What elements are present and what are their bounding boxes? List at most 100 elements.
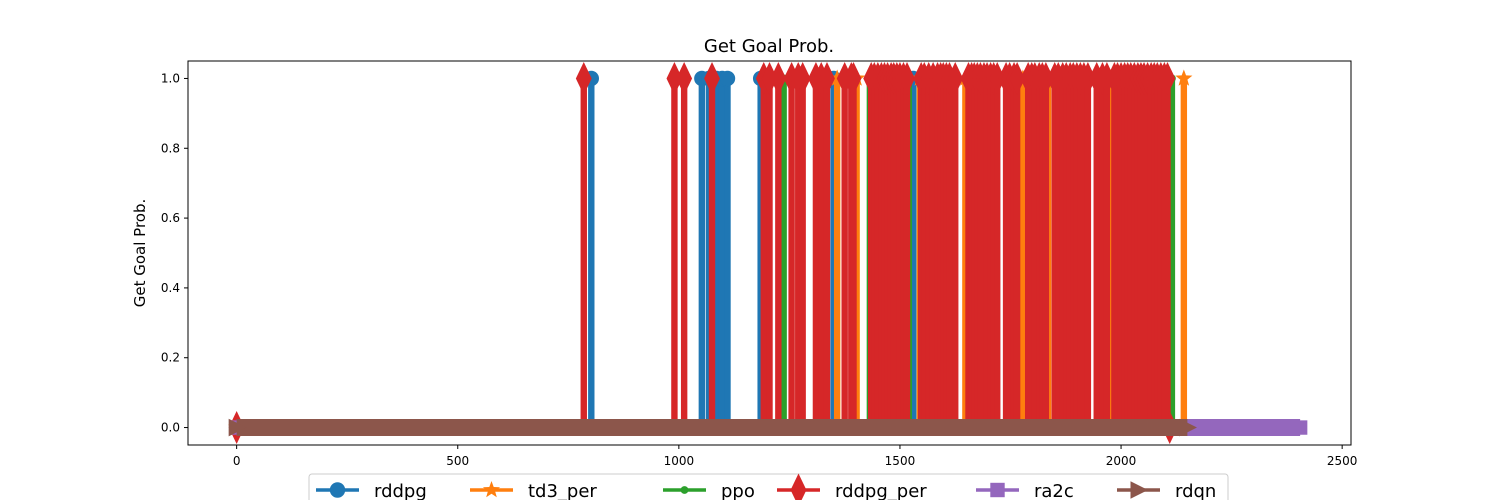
y-tick-label: 0.8 xyxy=(161,141,180,155)
success-spike xyxy=(680,76,688,428)
success-spike xyxy=(833,76,841,428)
success-marker xyxy=(845,61,862,95)
end-marker xyxy=(1292,420,1308,435)
success-spike xyxy=(946,76,953,428)
legend-label: ra2c xyxy=(1034,481,1074,500)
success-spike xyxy=(1055,76,1062,428)
legend-marker xyxy=(790,473,807,500)
success-spike xyxy=(1019,76,1027,428)
success-marker xyxy=(761,61,778,95)
y-tick-label: 1.0 xyxy=(161,71,180,85)
success-spike xyxy=(708,76,716,428)
success-spike xyxy=(766,76,773,428)
success-spike xyxy=(1099,76,1106,428)
x-tick-label: 500 xyxy=(446,454,469,468)
success-spike xyxy=(921,76,928,428)
success-marker xyxy=(719,70,736,87)
y-axis: 0.0 0.2 0.4 0.6 0.8 1.0 xyxy=(161,71,188,435)
success-spike xyxy=(910,76,917,428)
success-spike xyxy=(925,76,932,428)
x-tick-label: 1000 xyxy=(664,454,695,468)
success-marker xyxy=(899,61,915,95)
legend-frame xyxy=(308,473,1229,500)
y-tick-label: 0.0 xyxy=(161,421,180,435)
success-spike xyxy=(799,76,806,428)
plot-frame xyxy=(187,60,1352,446)
legend-label: ppo xyxy=(721,481,755,500)
legend-label: rdqn xyxy=(1175,481,1216,500)
success-spike xyxy=(1093,76,1100,428)
legend-label: rddpg xyxy=(374,481,427,500)
y-tick-label: 0.6 xyxy=(161,211,180,225)
success-spike xyxy=(788,76,795,428)
y-axis-label: Get Goal Prob. xyxy=(131,199,149,308)
legend-entry: rdqn xyxy=(1117,481,1216,500)
legend-marker xyxy=(990,482,1005,498)
legend-marker xyxy=(482,481,501,498)
success-spike xyxy=(1180,76,1188,428)
success-spike xyxy=(929,76,937,428)
success-spike xyxy=(775,76,782,428)
success-marker xyxy=(1037,61,1054,95)
success-spike xyxy=(1164,76,1171,428)
success-spike xyxy=(952,76,959,428)
end-marker xyxy=(1179,418,1197,437)
success-spike xyxy=(780,76,787,428)
success-marker xyxy=(1159,61,1176,95)
success-spike xyxy=(812,76,820,428)
success-spike xyxy=(818,76,825,428)
success-marker xyxy=(819,61,835,95)
success-spike xyxy=(580,76,587,428)
success-spike xyxy=(841,76,848,428)
legend: rddpg td3_per ppo rddpg_per ra2c rdqn xyxy=(308,473,1229,500)
success-spike xyxy=(823,76,831,428)
success-spike xyxy=(588,76,595,428)
series-rdqn xyxy=(228,418,1197,437)
success-marker xyxy=(794,61,811,95)
success-marker xyxy=(666,61,683,95)
success-marker xyxy=(947,61,964,95)
success-spike xyxy=(1103,76,1111,428)
success-marker xyxy=(1079,61,1096,95)
success-marker xyxy=(575,61,592,95)
success-spike xyxy=(1168,76,1176,428)
success-spike xyxy=(1013,76,1021,428)
success-spike xyxy=(698,76,706,428)
start-marker xyxy=(228,418,247,437)
legend-entry: rddpg xyxy=(316,481,427,500)
success-marker xyxy=(828,69,846,86)
x-tick-label: 2000 xyxy=(1106,454,1137,468)
x-tick-label: 0 xyxy=(233,454,241,468)
success-marker xyxy=(1175,69,1193,86)
y-tick-label: 0.4 xyxy=(161,281,180,295)
success-spike xyxy=(724,76,731,428)
legend-label: td3_per xyxy=(528,481,597,500)
success-spike xyxy=(795,76,802,428)
success-marker xyxy=(676,61,693,95)
success-spike xyxy=(850,76,857,428)
success-spike xyxy=(1006,76,1013,428)
success-spike xyxy=(1042,76,1050,428)
success-spike xyxy=(903,76,911,428)
x-axis: 0 500 1000 1500 2000 2500 xyxy=(233,445,1358,468)
success-marker xyxy=(1009,61,1026,95)
chart-title: Get Goal Prob. xyxy=(704,36,834,57)
success-spike xyxy=(1031,76,1039,428)
x-tick-label: 2500 xyxy=(1327,454,1358,468)
legend-entry: ra2c xyxy=(976,481,1074,500)
legend-marker xyxy=(1130,481,1149,499)
success-spike xyxy=(671,76,678,428)
legend-entry: td3_per xyxy=(470,481,597,500)
y-tick-label: 0.2 xyxy=(161,351,180,365)
success-spike xyxy=(994,76,1001,428)
success-marker xyxy=(770,61,787,95)
success-spike xyxy=(713,76,720,428)
legend-entry: rddpg_per xyxy=(777,473,927,500)
x-tick-label: 1500 xyxy=(885,454,916,468)
success-spike xyxy=(1084,76,1092,428)
legend-label: rddpg_per xyxy=(835,481,927,500)
legend-marker xyxy=(680,486,689,494)
legend-marker xyxy=(329,482,346,498)
plot-area xyxy=(228,61,1308,445)
